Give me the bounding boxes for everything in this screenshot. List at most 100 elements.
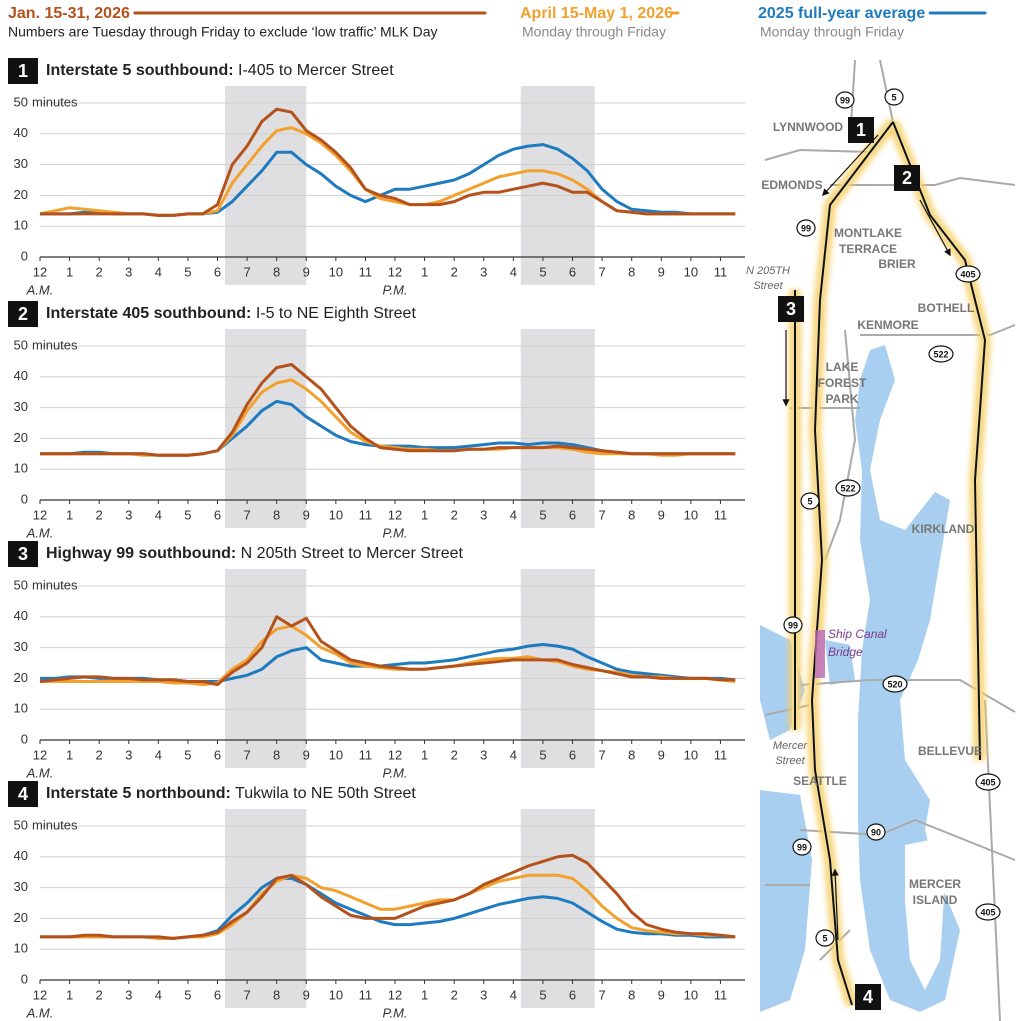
route-badge-number: 1 <box>856 120 866 140</box>
route-badge <box>855 984 881 1010</box>
x-tick-label: 2 <box>451 987 458 1002</box>
x-tick-label: 2 <box>451 264 458 279</box>
route-shield <box>800 492 820 510</box>
legend-note: Monday through Friday <box>522 24 666 40</box>
x-tick-label: 9 <box>658 507 665 522</box>
water <box>855 345 960 1012</box>
x-tick-label: 1 <box>421 507 428 522</box>
y-tick-label: 20 <box>14 430 28 445</box>
y-tick-label: 10 <box>14 218 28 233</box>
x-tick-label: 7 <box>598 747 605 762</box>
route-number: 99 <box>788 620 798 630</box>
route-badge-number: 2 <box>902 168 912 188</box>
route-number: 90 <box>871 827 881 837</box>
x-tick-label: 11 <box>359 264 373 279</box>
route-badge <box>778 296 804 322</box>
shaded-period <box>520 329 595 528</box>
x-tick-label: 4 <box>510 747 517 762</box>
x-tick-label: 6 <box>569 987 576 1002</box>
x-tick-label: 3 <box>480 507 487 522</box>
x-tick-label: 9 <box>303 987 310 1002</box>
route-shield <box>835 91 855 109</box>
x-tick-label: 11 <box>714 747 728 762</box>
title-rest: I-405 to Mercer Street <box>238 62 394 79</box>
x-tick-label: 2 <box>451 507 458 522</box>
route-shield <box>928 345 954 363</box>
route-number: 522 <box>933 349 948 359</box>
title-badge <box>8 541 38 567</box>
y-tick-label: 30 <box>14 399 28 414</box>
x-tick-label: 12 <box>33 264 47 279</box>
series-line <box>40 378 736 457</box>
title-number: 3 <box>18 544 28 564</box>
x-period-label: P.M. <box>382 525 407 540</box>
x-tick-label: 10 <box>684 264 698 279</box>
y-tick-label: 30 <box>14 156 28 171</box>
shaded-period <box>224 329 307 528</box>
legend-note: Monday through Friday <box>760 24 904 40</box>
y-tick-label: 40 <box>14 848 28 863</box>
line-chart: 3 Highway 99 southbound: N 205th Street t… <box>8 541 745 780</box>
x-tick-label: 11 <box>714 264 728 279</box>
x-tick-label: 6 <box>214 987 221 1002</box>
place-label: FOREST <box>818 376 867 390</box>
line-chart: 1 Interstate 5 southbound: I-405 to Merce… <box>8 58 745 297</box>
place-label: KENMORE <box>857 318 918 332</box>
x-tick-label: 7 <box>243 747 250 762</box>
x-tick-label: 8 <box>628 507 635 522</box>
x-tick-label: 6 <box>569 507 576 522</box>
title-badge <box>8 781 38 807</box>
route-number: 5 <box>807 496 812 506</box>
x-tick-label: 2 <box>96 987 103 1002</box>
title-bold: Interstate 5 northbound: <box>46 785 231 802</box>
x-tick-label: 1 <box>421 747 428 762</box>
legend-label: 2025 full-year average <box>758 5 925 22</box>
street-label: Street <box>753 280 783 292</box>
x-tick-label: 12 <box>388 747 402 762</box>
place-label: ISLAND <box>913 893 958 907</box>
x-tick-label: 11 <box>359 987 373 1002</box>
x-tick-label: 8 <box>628 264 635 279</box>
x-period-label: P.M. <box>382 1005 407 1020</box>
x-tick-label: 4 <box>155 507 162 522</box>
x-tick-label: 4 <box>155 747 162 762</box>
route-shield <box>835 479 861 497</box>
x-tick-label: 11 <box>359 747 373 762</box>
x-tick-label: 5 <box>184 507 191 522</box>
y-tick-label: 30 <box>14 639 28 654</box>
route-shield <box>884 88 904 106</box>
y-tick-label: 50 <box>14 817 28 832</box>
route-number: 522 <box>840 483 855 493</box>
x-tick-label: 3 <box>480 264 487 279</box>
chart-title: Interstate 5 northbound: Tukwila to NE 5… <box>46 785 416 802</box>
place-label: BELLEVUE <box>918 744 982 758</box>
y-tick-label: 50 <box>14 577 28 592</box>
route-shield <box>815 929 835 947</box>
x-tick-label: 8 <box>273 987 280 1002</box>
route-shield <box>796 219 816 237</box>
x-tick-label: 10 <box>684 987 698 1002</box>
x-tick-label: 1 <box>421 264 428 279</box>
x-tick-label: 4 <box>155 987 162 1002</box>
y-tick-label: 0 <box>21 491 28 506</box>
y-tick-label: 50 <box>14 94 28 109</box>
x-tick-label: 11 <box>359 507 373 522</box>
title-number: 4 <box>18 784 28 804</box>
y-tick-label: 40 <box>14 125 28 140</box>
legend-label: Jan. 15-31, 2026 <box>8 5 130 22</box>
x-tick-label: 5 <box>539 987 546 1002</box>
title-rest: I-5 to NE Eighth Street <box>256 305 417 322</box>
route-shield <box>783 616 803 634</box>
x-tick-label: 3 <box>125 987 132 1002</box>
x-tick-label: 1 <box>66 264 73 279</box>
x-tick-label: 9 <box>303 747 310 762</box>
title-number: 1 <box>18 61 28 81</box>
x-tick-label: 10 <box>329 507 343 522</box>
x-tick-label: 5 <box>184 747 191 762</box>
title-number: 2 <box>18 304 28 324</box>
route-badge-number: 3 <box>786 299 796 319</box>
place-label: PARK <box>825 392 858 406</box>
y-tick-label: 50 <box>14 337 28 352</box>
route-number: 99 <box>801 223 811 233</box>
